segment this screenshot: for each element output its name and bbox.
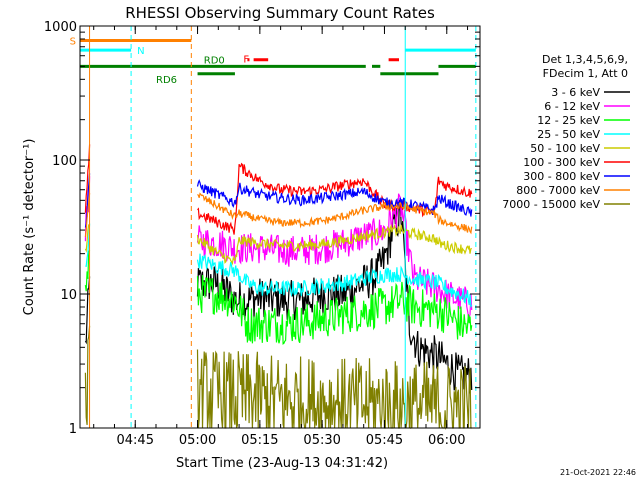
series-line-5-0 bbox=[84, 144, 91, 213]
series-line-2-1 bbox=[196, 275, 473, 345]
flag-label-f: F bbox=[243, 55, 249, 66]
series-line-0-1 bbox=[196, 200, 473, 394]
series-line-3-1 bbox=[196, 253, 473, 309]
series-line-6-1 bbox=[196, 179, 473, 217]
y-tick-label-3: 1000 bbox=[44, 20, 77, 35]
series-lines bbox=[84, 144, 473, 431]
legend-label-0: 3 - 6 keV bbox=[551, 86, 600, 99]
series-line-4-0 bbox=[84, 224, 90, 253]
legend-label-3: 25 - 50 keV bbox=[537, 128, 600, 141]
plot-frame bbox=[79, 25, 481, 429]
footer-date: 21-Oct-2021 22:46 bbox=[560, 468, 636, 477]
y-tick-label-2: 100 bbox=[52, 154, 77, 169]
flag-label-rd0: RD0 bbox=[204, 55, 225, 66]
legend-label-1: 6 - 12 keV bbox=[544, 100, 600, 113]
series-line-7-0 bbox=[84, 193, 91, 237]
legend-label-7: 800 - 7000 keV bbox=[516, 184, 600, 197]
series-line-8-0 bbox=[84, 325, 91, 425]
y-tick-label-1: 10 bbox=[60, 288, 77, 303]
legend-label-8: 7000 - 15000 keV bbox=[502, 198, 600, 211]
series-line-4-1 bbox=[196, 223, 473, 266]
chart-title: RHESSI Observing Summary Count Rates bbox=[125, 4, 435, 22]
series-line-0-0 bbox=[84, 276, 91, 345]
y-axis-label: Count Rate (s⁻¹ detector⁻¹) bbox=[22, 139, 37, 316]
flag-label-n: N bbox=[137, 46, 144, 57]
legend-label-2: 12 - 25 keV bbox=[537, 114, 600, 127]
x-tick-label-4: 05:45 bbox=[366, 433, 403, 448]
series-line-2-0 bbox=[84, 249, 91, 292]
x-tick-label-3: 05:30 bbox=[303, 433, 340, 448]
series-line-7-1 bbox=[197, 192, 473, 235]
legend-header-2: FDecim 1, Att 0 bbox=[543, 67, 628, 80]
x-tick-label-2: 05:15 bbox=[241, 433, 278, 448]
legend-label-5: 100 - 300 keV bbox=[523, 156, 600, 169]
vertical-markers bbox=[79, 26, 477, 428]
x-axis-label: Start Time (23-Aug-13 04:31:42) bbox=[176, 456, 388, 471]
instrument-flags: S N F RD0 RD6 bbox=[70, 36, 476, 86]
x-axis: 04:45 05:00 05:15 05:30 05:45 06:00 bbox=[93, 26, 469, 448]
series-line-3-0 bbox=[85, 223, 91, 267]
x-tick-label-0: 04:45 bbox=[117, 433, 154, 448]
x-tick-label-1: 05:00 bbox=[179, 433, 216, 448]
legend-header-1: Det 1,3,4,5,6,9, bbox=[542, 53, 628, 66]
legend-label-4: 50 - 100 keV bbox=[530, 142, 600, 155]
flag-label-rd6: RD6 bbox=[156, 75, 177, 86]
legend: Det 1,3,4,5,6,9, FDecim 1, Att 0 3 - 6 k… bbox=[502, 53, 630, 211]
legend-label-6: 300 - 800 keV bbox=[523, 170, 600, 183]
flag-label-s: S bbox=[70, 36, 76, 47]
x-tick-label-5: 06:00 bbox=[428, 433, 465, 448]
y-axis: 1 10 100 1000 bbox=[44, 20, 480, 437]
y-tick-label-0: 1 bbox=[69, 422, 77, 437]
